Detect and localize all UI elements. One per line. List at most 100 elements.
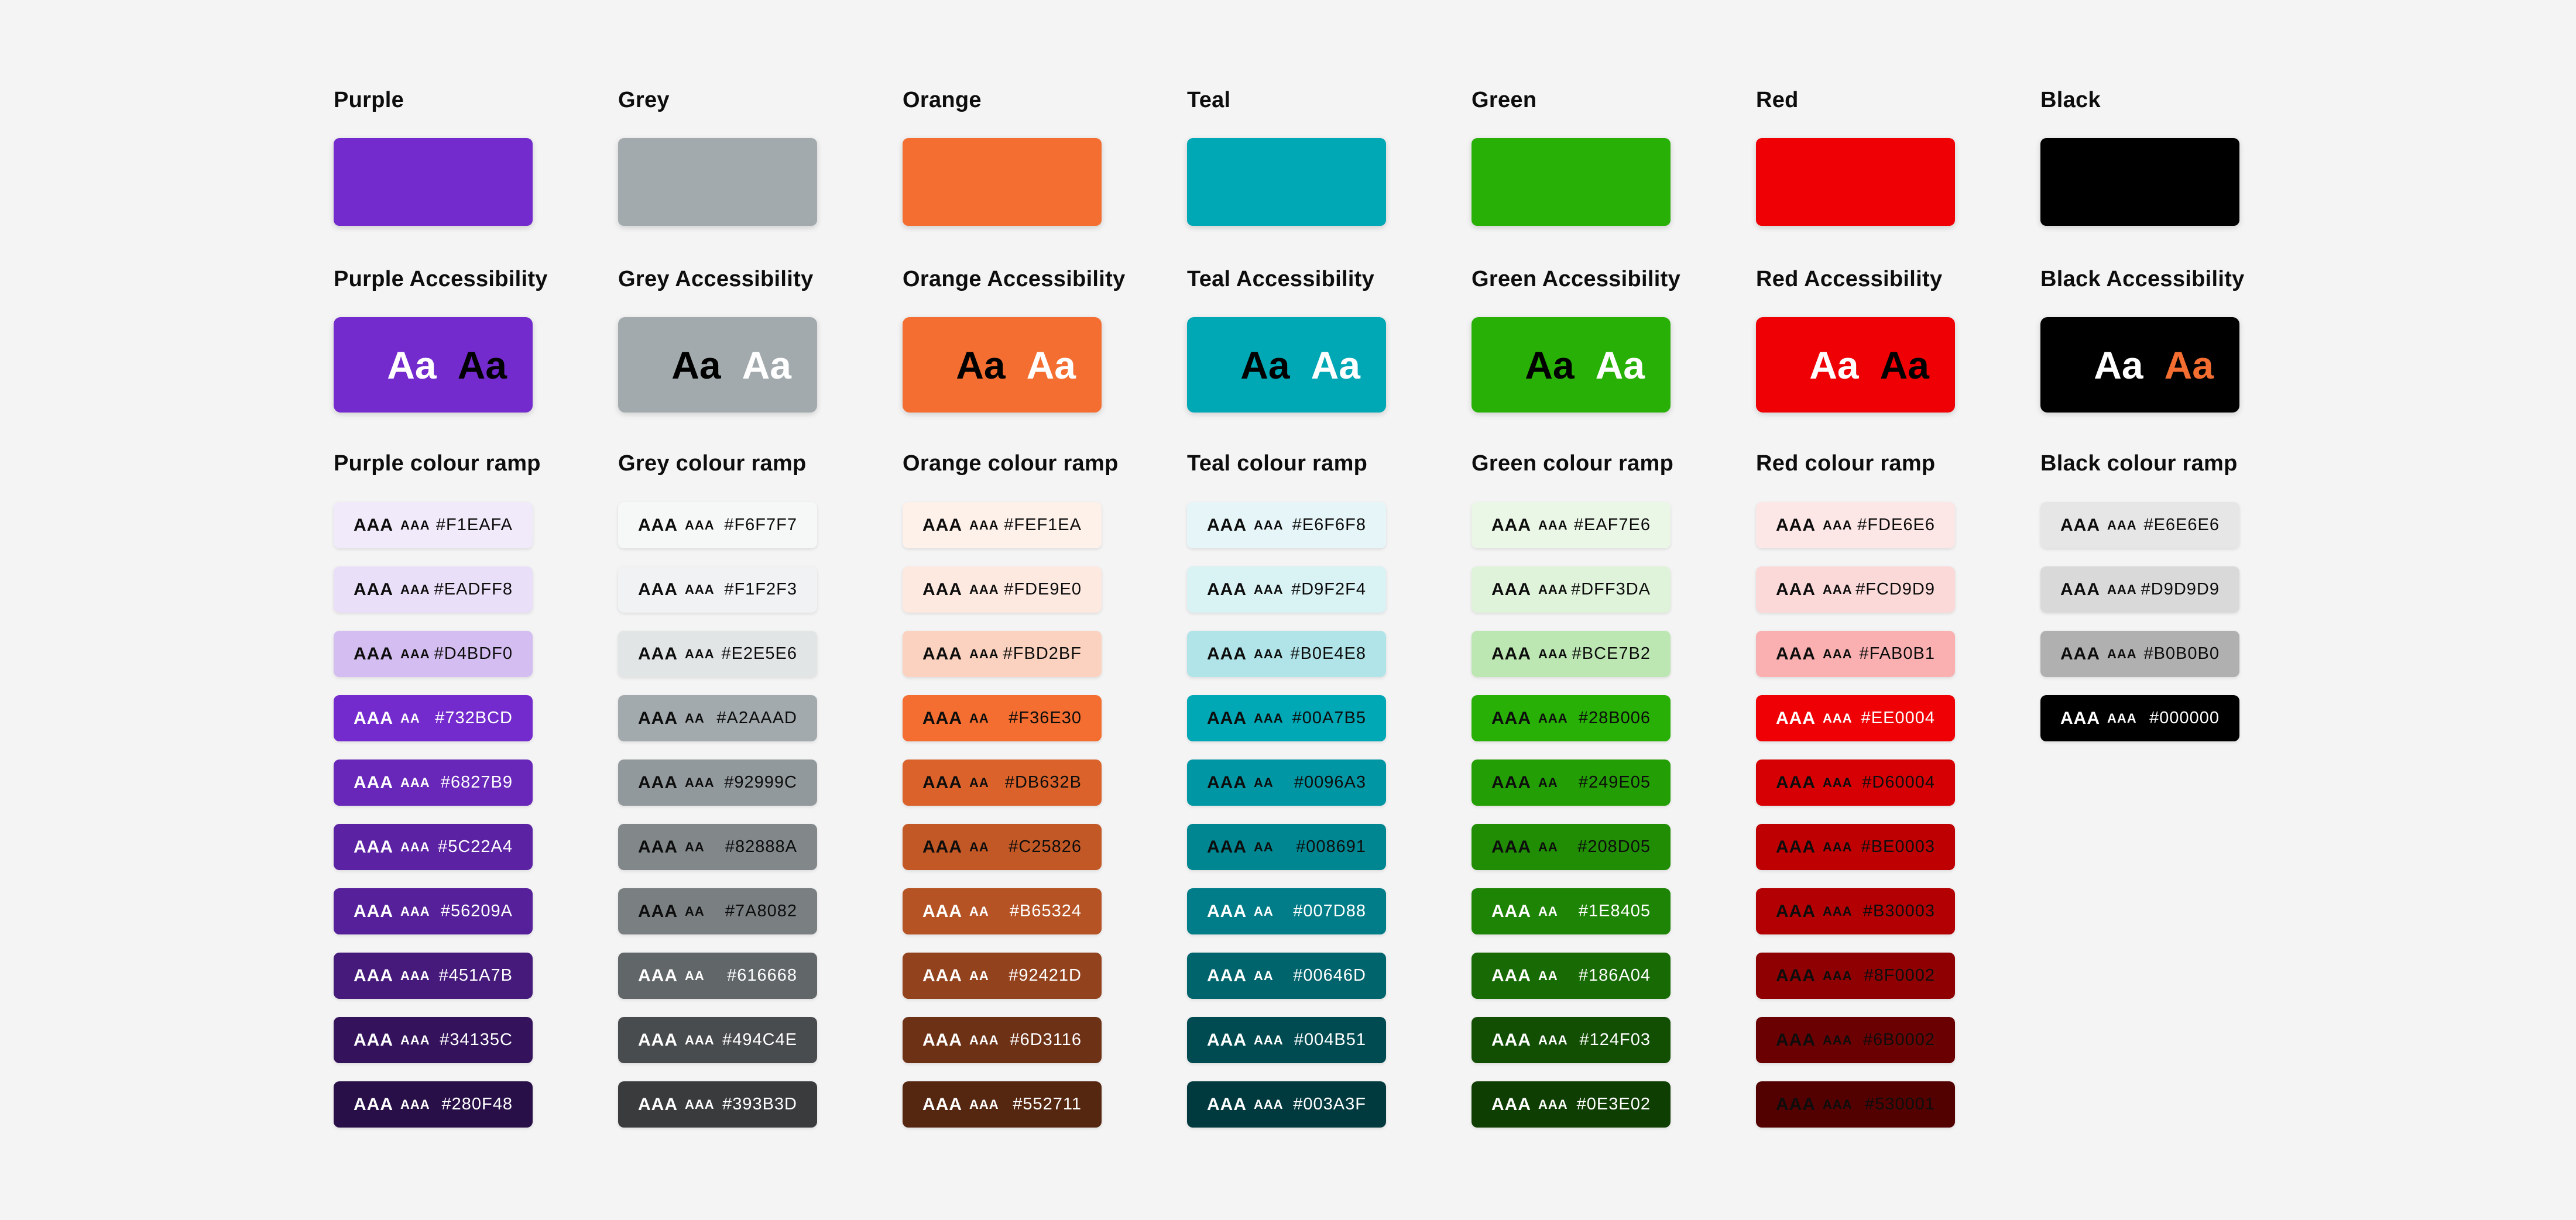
contrast-badge-large: AAA xyxy=(1207,1094,1247,1114)
ramp-row: AAA AAA #6827B9 xyxy=(334,760,533,806)
hex-value: #F36E30 xyxy=(1009,709,1082,727)
contrast-badge-small: AAA xyxy=(969,582,999,597)
contrast-badge-small: AA xyxy=(400,710,420,726)
contrast-badge-large: AAA xyxy=(1207,837,1247,857)
ramp-row: AAA AAA #D4BDF0 xyxy=(334,631,533,677)
ramp-row: AAA AAA #E6F6F8 xyxy=(1187,502,1386,548)
contrast-badge-large: AAA xyxy=(922,837,962,857)
contrast-badge-small: AAA xyxy=(1254,1032,1284,1047)
contrast-badge-small: AAA xyxy=(1254,1097,1284,1112)
column-title: Purple xyxy=(334,88,404,112)
contrast-badge-small: AA xyxy=(685,903,705,919)
ramp-row: AAA AA #208D05 xyxy=(1471,824,1671,870)
contrast-badge-large: AAA xyxy=(638,515,678,535)
colour-ramp-grey: AAA AAA #F6F7F7 AAA AAA #F1F2F3 AAA AAA #E2E5E6 A… xyxy=(618,502,817,1128)
primary-swatch-orange xyxy=(903,138,1102,226)
contrast-badge-large: AAA xyxy=(2060,515,2100,535)
contrast-badge-large: AAA xyxy=(1491,515,1531,535)
contrast-badge-large: AAA xyxy=(922,515,962,535)
contrast-badge-small: AAA xyxy=(685,646,715,661)
hex-value: #003A3F xyxy=(1293,1095,1366,1114)
accessibility-card-green: Aa Aa xyxy=(1471,317,1671,413)
contrast-badge-small: AAA xyxy=(1254,582,1284,597)
contrast-badge-small: AAA xyxy=(1538,582,1568,597)
contrast-badge-small: AAA xyxy=(1823,517,1853,532)
contrast-badge-large: AAA xyxy=(638,708,678,728)
ramp-row: AAA AAA #D9F2F4 xyxy=(1187,566,1386,613)
aa-contrast-sample: Aa xyxy=(2164,343,2214,387)
ramp-row: AAA AA #B65324 xyxy=(903,888,1102,934)
contrast-badge-small: AAA xyxy=(685,1032,715,1047)
ramp-row: AAA AA #0096A3 xyxy=(1187,760,1386,806)
ramp-row: AAA AA #F36E30 xyxy=(903,695,1102,741)
contrast-badge-small: AAA xyxy=(1823,839,1853,854)
hex-value: #92421D xyxy=(1009,966,1082,985)
hex-value: #249E05 xyxy=(1578,773,1651,792)
palette-column-teal: Teal Teal Accessibility Aa Aa Teal colour ra… xyxy=(1187,85,1386,1128)
aa-contrast-sample: Aa xyxy=(1026,343,1076,387)
hex-value: #FDE9E0 xyxy=(1004,580,1082,599)
hex-value: #208D05 xyxy=(1577,837,1651,856)
ramp-row: AAA AAA #56209A xyxy=(334,888,533,934)
ramp-title: Teal colour ramp xyxy=(1187,451,1368,476)
contrast-badge-large: AAA xyxy=(922,901,962,921)
hex-value: #5C22A4 xyxy=(438,837,513,856)
hex-value: #EE0004 xyxy=(1861,709,1935,727)
contrast-badge-small: AA xyxy=(969,775,989,790)
colour-ramp-orange: AAA AAA #FEF1EA AAA AAA #FDE9E0 AAA AAA #FBD2BF A… xyxy=(903,502,1102,1128)
hex-value: #FAB0B1 xyxy=(1859,644,1935,663)
hex-value: #D9F2F4 xyxy=(1291,580,1366,599)
accessibility-title: Red Accessibility xyxy=(1756,267,1943,291)
ramp-row: AAA AAA #FDE6E6 xyxy=(1756,502,1955,548)
contrast-badge-large: AAA xyxy=(922,644,962,664)
contrast-badge-large: AAA xyxy=(1491,837,1531,857)
aa-contrast-sample: Aa xyxy=(1240,343,1290,387)
contrast-badge-small: AA xyxy=(685,839,705,854)
ramp-row: AAA AAA #0E3E02 xyxy=(1471,1081,1671,1128)
accessibility-card-red: Aa Aa xyxy=(1756,317,1955,413)
hex-value: #FCD9D9 xyxy=(1855,580,1935,599)
hex-value: #00A7B5 xyxy=(1292,709,1366,727)
contrast-badge-small: AAA xyxy=(2107,517,2137,532)
hex-value: #B0B0B0 xyxy=(2143,644,2220,663)
ramp-row: AAA AA #008691 xyxy=(1187,824,1386,870)
contrast-badge-small: AAA xyxy=(685,517,715,532)
ramp-title: Purple colour ramp xyxy=(334,451,541,476)
ramp-row: AAA AA #732BCD xyxy=(334,695,533,741)
contrast-badge-large: AAA xyxy=(1491,708,1531,728)
contrast-badge-large: AAA xyxy=(638,644,678,664)
contrast-badge-small: AA xyxy=(1254,968,1274,983)
contrast-badge-large: AAA xyxy=(1776,579,1816,599)
contrast-badge-small: AA xyxy=(685,710,705,726)
ramp-row: AAA AAA #D60004 xyxy=(1756,760,1955,806)
ramp-row: AAA AAA #F1F2F3 xyxy=(618,566,817,613)
ramp-row: AAA AAA #FBD2BF xyxy=(903,631,1102,677)
contrast-badge-large: AAA xyxy=(922,772,962,792)
hex-value: #004B51 xyxy=(1294,1030,1366,1049)
contrast-badge-small: AA xyxy=(969,839,989,854)
ramp-row: AAA AAA #00A7B5 xyxy=(1187,695,1386,741)
colour-ramp-purple: AAA AAA #F1EAFA AAA AAA #EADFF8 AAA AAA #D4BDF0 A… xyxy=(334,502,533,1128)
hex-value: #FEF1EA xyxy=(1004,516,1082,534)
ramp-row: AAA AAA #B0E4E8 xyxy=(1187,631,1386,677)
ramp-row: AAA AAA #B0B0B0 xyxy=(2040,631,2239,677)
hex-value: #0E3E02 xyxy=(1576,1095,1651,1114)
contrast-badge-large: AAA xyxy=(354,515,393,535)
hex-value: #FBD2BF xyxy=(1003,644,1082,663)
contrast-badge-small: AAA xyxy=(685,582,715,597)
contrast-badge-small: AAA xyxy=(1538,1097,1568,1112)
contrast-badge-small: AA xyxy=(969,968,989,983)
contrast-badge-small: AAA xyxy=(400,646,430,661)
contrast-badge-large: AAA xyxy=(1207,644,1247,664)
ramp-row: AAA AAA #552711 xyxy=(903,1081,1102,1128)
ramp-row: AAA AAA #6D3116 xyxy=(903,1017,1102,1063)
hex-value: #EADFF8 xyxy=(434,580,513,599)
hex-value: #D4BDF0 xyxy=(434,644,513,663)
contrast-badge-large: AAA xyxy=(1776,1094,1816,1114)
contrast-badge-small: AA xyxy=(969,710,989,726)
contrast-badge-small: AAA xyxy=(400,1097,430,1112)
column-title: Black xyxy=(2040,88,2101,112)
ramp-row: AAA AAA #92999C xyxy=(618,760,817,806)
contrast-badge-small: AAA xyxy=(1823,968,1853,983)
hex-value: #56209A xyxy=(440,902,513,920)
